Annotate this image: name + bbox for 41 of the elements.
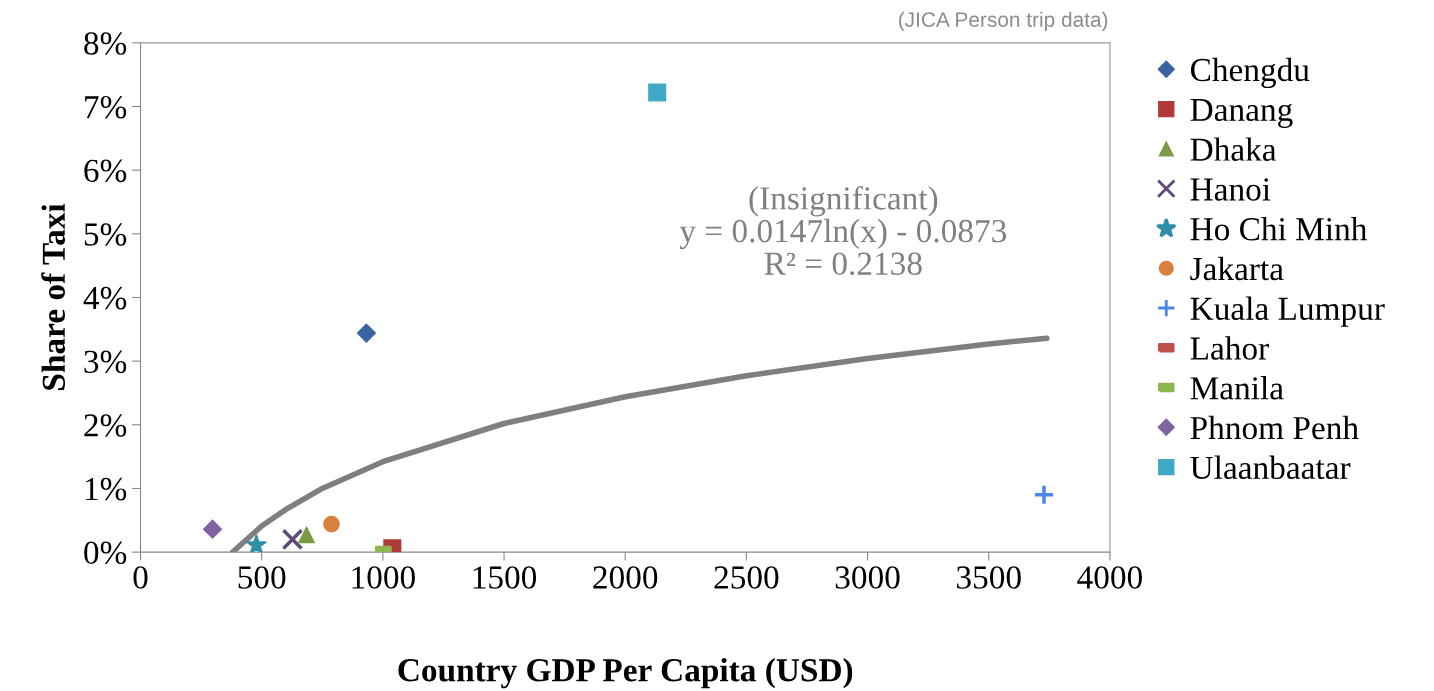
point — [1033, 484, 1055, 506]
legend-label: Phnom Penh — [1190, 415, 1359, 440]
legend-label: Kuala Lumpur — [1190, 296, 1385, 327]
point — [323, 515, 340, 533]
y-tick-label: 0% — [84, 541, 127, 565]
x-tick-label: 3000 — [835, 566, 900, 589]
x-tick-label: 4000 — [1077, 566, 1142, 589]
x-tick-label: 1000 — [352, 566, 415, 589]
y-tick-label: 3% — [84, 350, 127, 374]
legend-label: Hanoi — [1190, 178, 1271, 201]
legend-label: Manila — [1190, 376, 1284, 400]
text: (JICA Person trip data) — [899, 11, 1108, 32]
y-tick-label: 1% — [85, 477, 127, 501]
legend-label: Lahor — [1190, 336, 1269, 360]
point — [202, 519, 223, 539]
annotation: (Insignificant) y = 0.0147ln(x) - 0.0873 R² = 0.2138 — [679, 185, 1007, 276]
point — [648, 83, 667, 102]
point — [245, 533, 267, 553]
point — [356, 323, 376, 343]
point — [298, 526, 315, 544]
y-tick-label: 8% — [84, 32, 127, 55]
x-tick-label: 1500 — [473, 566, 537, 589]
legend-label: Ulaanbaatar — [1190, 455, 1351, 480]
x-tick-label: 2500 — [714, 566, 779, 589]
legend-label: Danang — [1190, 98, 1293, 128]
legend-label: Ho Chi Minh — [1190, 217, 1367, 241]
y-tick-label: 6% — [84, 159, 127, 183]
y-tick-label: 5% — [84, 223, 127, 246]
x-tick-label: 2000 — [593, 566, 658, 589]
legend-label: Jakarta — [1190, 256, 1284, 281]
y-tick-label: 7% — [85, 95, 127, 119]
legend-label: Chengdu — [1190, 57, 1310, 89]
y-tick-label: 4% — [83, 286, 127, 310]
legend-label: Dhaka — [1190, 137, 1277, 161]
x-tick-label: 0 — [133, 566, 148, 589]
y-tick-label: 2% — [84, 414, 127, 437]
y-axis-title: Share of Taxi — [41, 203, 66, 390]
x-tick-label: 500 — [238, 566, 286, 589]
x-tick-label: 3500 — [957, 566, 1021, 589]
point — [281, 528, 304, 551]
x-axis-title: Country GDP Per Capita (USD) — [398, 658, 853, 689]
